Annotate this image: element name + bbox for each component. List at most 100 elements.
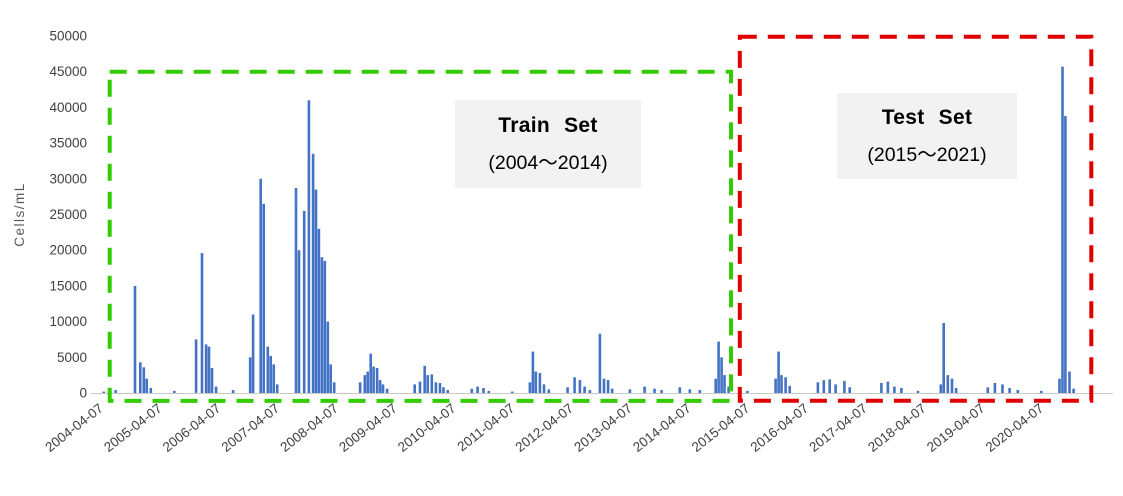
bar — [777, 351, 780, 393]
bar — [1016, 390, 1020, 393]
bar — [204, 344, 208, 393]
bar — [114, 390, 117, 393]
bar — [332, 382, 336, 393]
x-tick-label: 2020-04-07 — [983, 401, 1047, 455]
bar — [323, 260, 327, 393]
test-set-title: Test Set — [881, 105, 973, 129]
bar — [102, 391, 106, 393]
train-set-box — [107, 69, 733, 403]
bar — [269, 355, 272, 393]
x-tick-label: 2005-04-07 — [101, 401, 165, 455]
bar — [1008, 388, 1011, 393]
x-tick-label: 2019-04-07 — [924, 401, 988, 455]
bar — [173, 390, 176, 393]
x-tick-label: 2013-04-07 — [571, 401, 635, 455]
y-tick-label: 45000 — [49, 64, 87, 79]
bar — [139, 362, 142, 393]
bar — [434, 382, 438, 393]
bar — [194, 339, 198, 393]
bar — [381, 384, 385, 393]
x-tick-label: 2006-04-07 — [160, 401, 224, 455]
test-set-label-box: Test Set (2015～2021) — [837, 93, 1017, 179]
bar — [566, 387, 569, 393]
bar — [1061, 66, 1064, 393]
train-set-title: Train Set — [498, 113, 598, 137]
bar — [262, 203, 265, 393]
bar — [248, 357, 252, 393]
bar — [1064, 116, 1067, 393]
bar — [200, 253, 204, 393]
bar — [643, 386, 646, 393]
bar — [266, 346, 270, 393]
y-tick-label: 35000 — [49, 136, 87, 151]
bar-series — [102, 66, 1075, 394]
bar — [598, 333, 602, 393]
bar — [1040, 390, 1043, 393]
bar — [606, 380, 610, 393]
bar — [482, 388, 485, 393]
bar — [363, 375, 367, 393]
x-tick-label: 2017-04-07 — [806, 401, 870, 455]
bar — [307, 100, 311, 394]
bar — [438, 383, 442, 393]
bar — [294, 188, 298, 393]
bar — [660, 390, 663, 393]
bar — [602, 378, 606, 393]
bar — [476, 386, 479, 393]
bar — [511, 391, 514, 393]
bar — [578, 380, 582, 393]
bar — [375, 368, 379, 393]
bar — [986, 387, 990, 393]
bar — [723, 375, 726, 393]
bar — [610, 388, 614, 393]
bar — [314, 189, 318, 393]
bar — [372, 366, 375, 393]
bar — [828, 379, 831, 393]
bar — [358, 382, 362, 393]
bar — [939, 384, 943, 393]
bar — [1058, 378, 1061, 393]
bar — [583, 386, 586, 393]
bar — [588, 390, 592, 393]
x-tick-label: 2004-04-07 — [42, 401, 106, 455]
bar — [487, 390, 491, 393]
bar — [788, 385, 791, 393]
bar — [784, 377, 787, 393]
bar — [531, 351, 535, 393]
bar — [317, 228, 321, 393]
x-tick-label: 2011-04-07 — [455, 401, 518, 455]
bar — [720, 357, 723, 393]
bar — [275, 384, 279, 393]
bar — [727, 386, 730, 393]
bar — [688, 389, 692, 393]
bar — [843, 380, 846, 393]
bar — [385, 388, 389, 393]
bar — [1068, 371, 1071, 393]
bar — [954, 388, 958, 393]
bar — [259, 178, 262, 393]
y-tick-label: 20000 — [49, 243, 87, 258]
bar — [446, 390, 449, 393]
bar — [628, 389, 632, 393]
bar — [993, 383, 997, 393]
bar — [816, 382, 820, 393]
bar — [149, 388, 153, 393]
y-tick-label: 40000 — [49, 100, 87, 115]
bar — [311, 153, 315, 393]
bar — [774, 378, 777, 393]
bar — [547, 389, 551, 393]
bar — [430, 374, 434, 393]
bar — [950, 378, 954, 393]
y-tick-label: 15000 — [49, 278, 87, 293]
test-set-box — [737, 34, 1094, 403]
bar — [142, 367, 146, 393]
x-tick-label: 2015-04-07 — [689, 401, 753, 455]
bar — [302, 210, 306, 393]
bar — [678, 387, 682, 393]
bar — [542, 384, 546, 393]
bar — [214, 386, 218, 393]
x-tick-label: 2016-04-07 — [748, 401, 812, 455]
bar — [534, 371, 538, 393]
